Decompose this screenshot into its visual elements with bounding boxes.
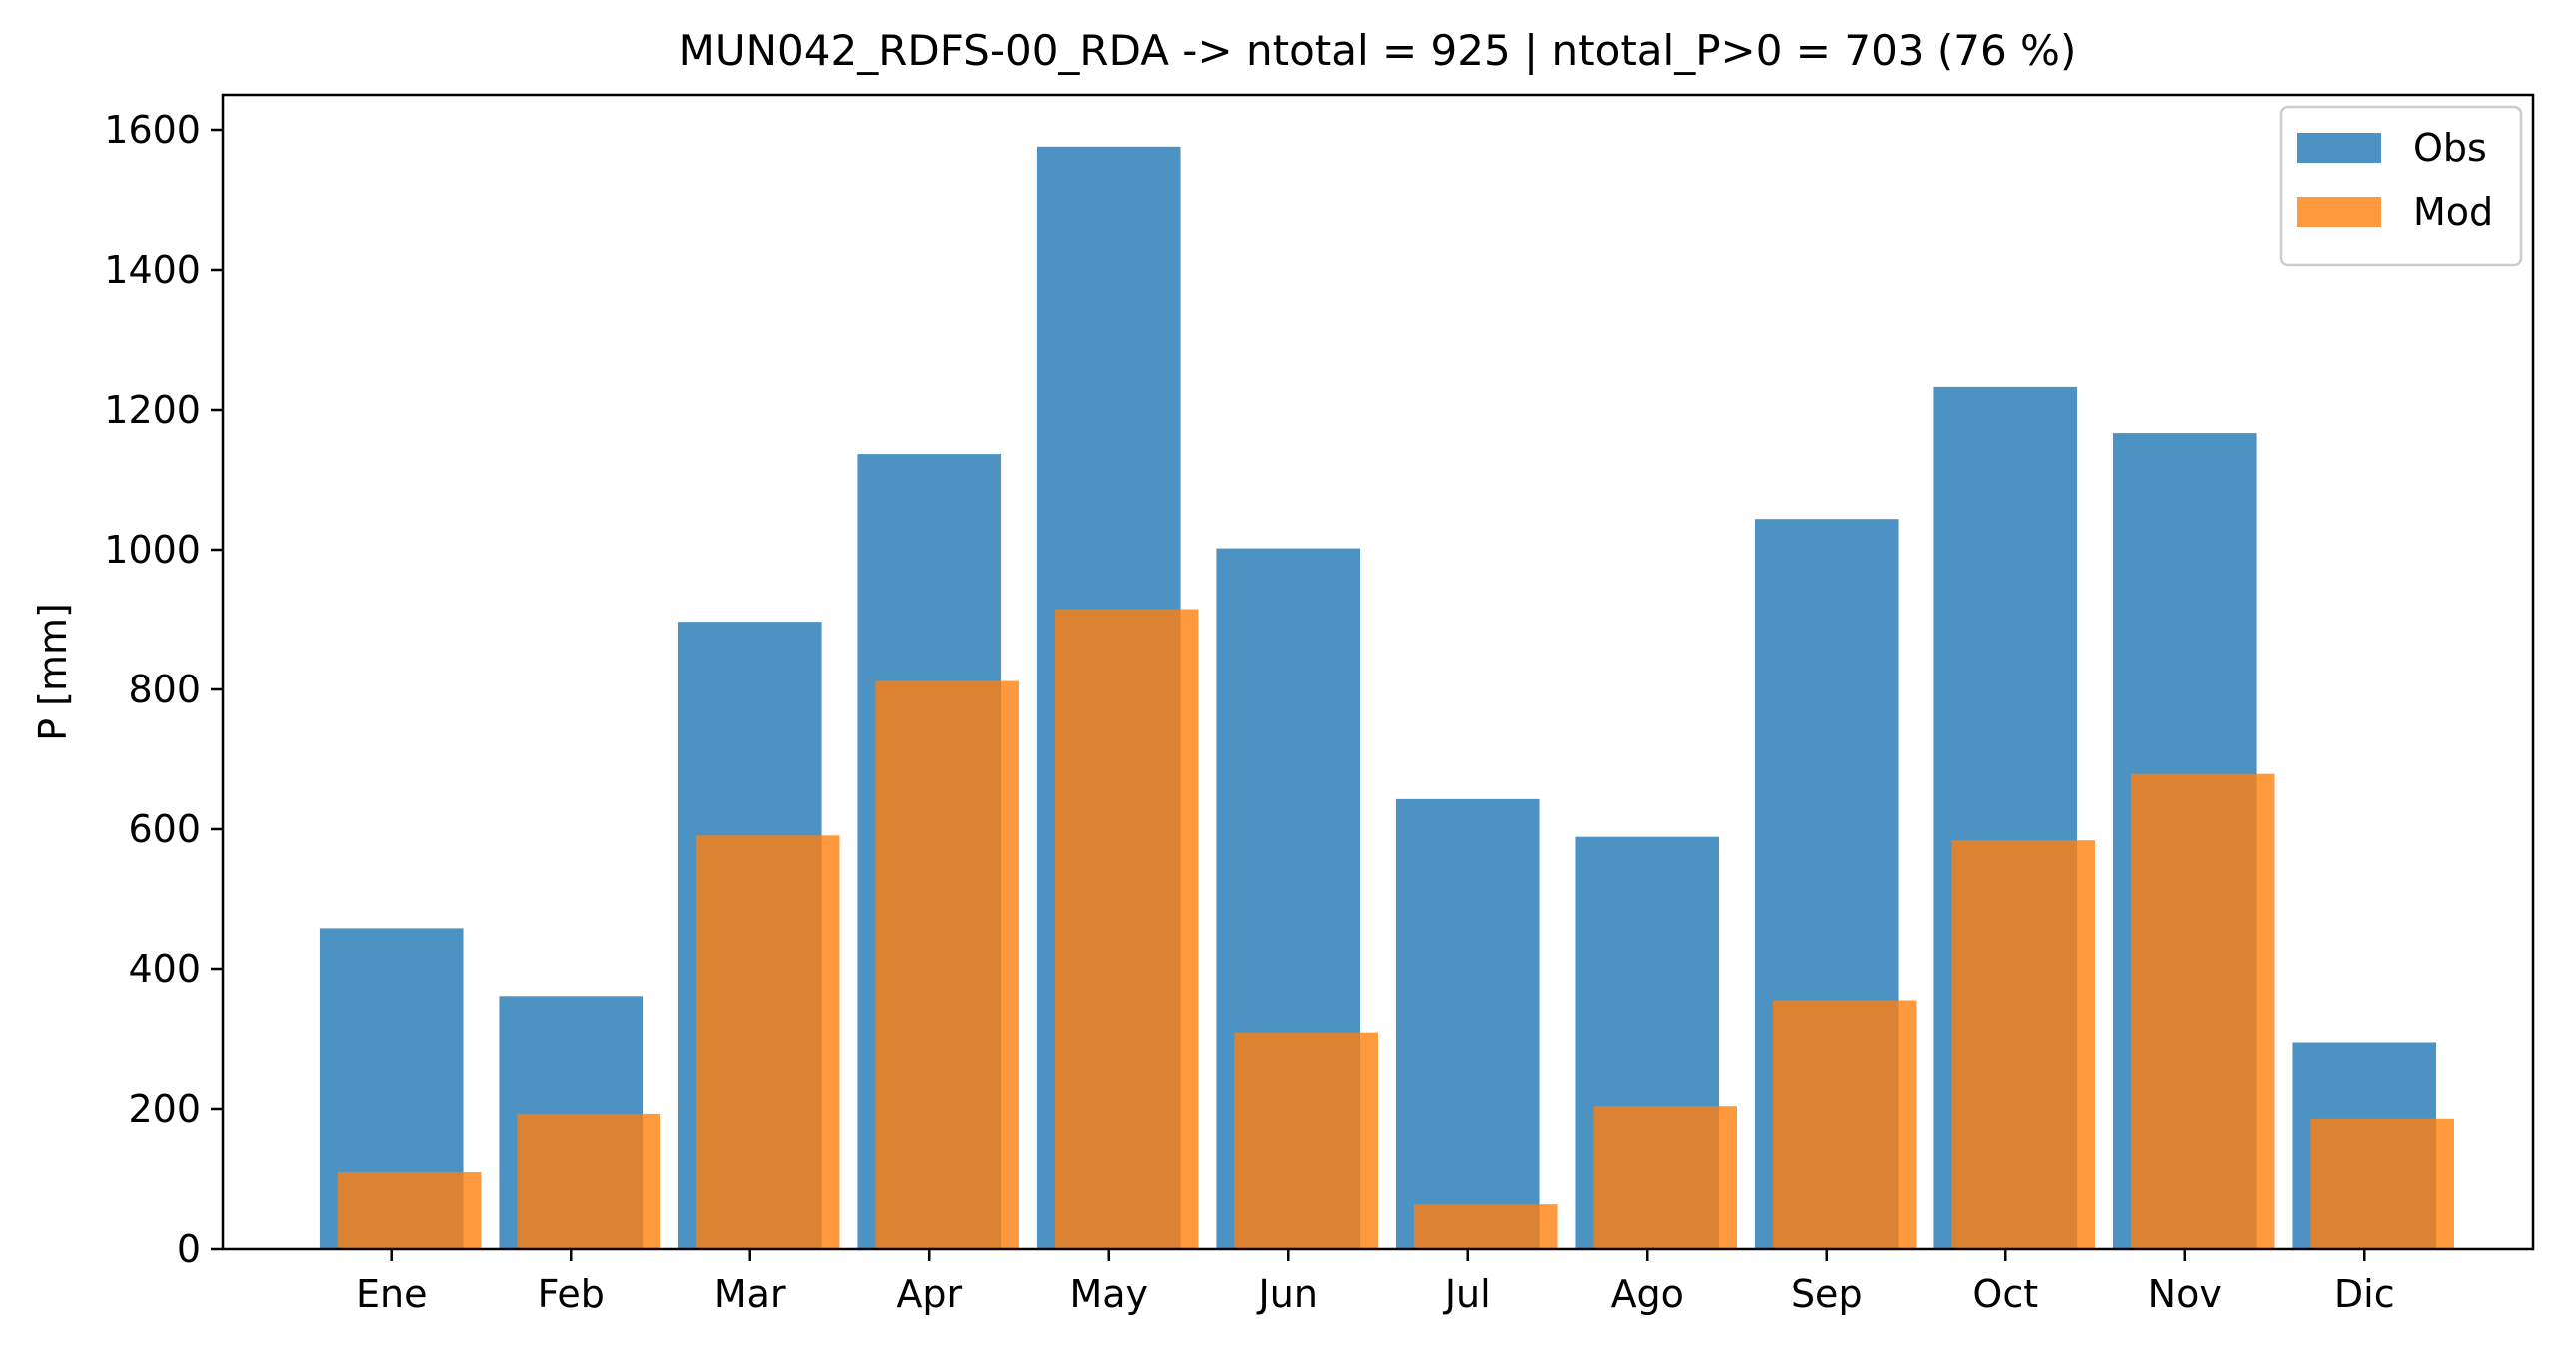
x-tick-label-feb: Feb <box>538 1272 605 1316</box>
bar-mod-ene <box>337 1172 482 1249</box>
legend-swatch-mod <box>2297 197 2381 227</box>
bar-mod-ago <box>1593 1106 1738 1249</box>
bar-mod-may <box>1054 609 1199 1249</box>
ticks-layer: 0 200 400 600 800 1000 1200 1400 1600 Ene Feb Mar Ap… <box>104 108 2394 1316</box>
plot-frame <box>221 93 2535 1251</box>
bar-mod-nov <box>2130 773 2275 1249</box>
legend-label-mod: Mod <box>2413 190 2493 234</box>
x-tick-label-nov: Nov <box>2148 1272 2222 1316</box>
x-tick-label-jul: Jul <box>1443 1272 1491 1316</box>
x-tick-label-jun: Jun <box>1257 1272 1318 1316</box>
y-tick-label: 1400 <box>104 248 201 292</box>
y-tick-label: 1200 <box>104 388 201 432</box>
bar-mod-jul <box>1413 1204 1558 1249</box>
chart-title: MUN042_RDFS-00_RDA -> ntotal = 925 | nto… <box>679 26 2077 75</box>
y-tick-label: 1600 <box>104 108 201 152</box>
x-tick-label-mar: Mar <box>714 1272 786 1316</box>
x-tick-label-apr: Apr <box>896 1272 962 1316</box>
y-tick-label: 800 <box>128 668 201 711</box>
bar-mod-feb <box>517 1113 660 1249</box>
x-tick-label-ago: Ago <box>1611 1272 1684 1316</box>
x-tick-label-may: May <box>1069 1272 1148 1316</box>
y-axis-label: P [mm] <box>31 603 75 741</box>
bars-layer <box>319 146 2455 1250</box>
series-mod <box>337 609 2455 1249</box>
legend-swatch-obs <box>2297 133 2381 163</box>
y-tick-label: 1000 <box>104 528 201 572</box>
x-tick-label-ene: Ene <box>356 1272 427 1316</box>
y-tick-label: 200 <box>128 1087 201 1131</box>
legend-label-obs: Obs <box>2413 126 2487 170</box>
x-tick-label-dic: Dic <box>2334 1272 2395 1316</box>
legend: Obs Mod <box>2279 105 2523 267</box>
x-tick-label-oct: Oct <box>1972 1272 2038 1316</box>
bar-mod-jun <box>1234 1032 1378 1249</box>
y-tick-label: 600 <box>128 807 201 851</box>
y-tick-label: 0 <box>177 1227 201 1271</box>
bar-mod-mar <box>695 835 840 1249</box>
y-tick-label: 400 <box>128 947 201 991</box>
bar-mod-sep <box>1772 1000 1917 1249</box>
bar-mod-oct <box>1951 840 2096 1249</box>
bar-mod-apr <box>875 680 1019 1249</box>
x-tick-label-sep: Sep <box>1791 1272 1863 1316</box>
bar-mod-dic <box>2310 1118 2455 1249</box>
bar-obs-jul <box>1395 798 1540 1249</box>
